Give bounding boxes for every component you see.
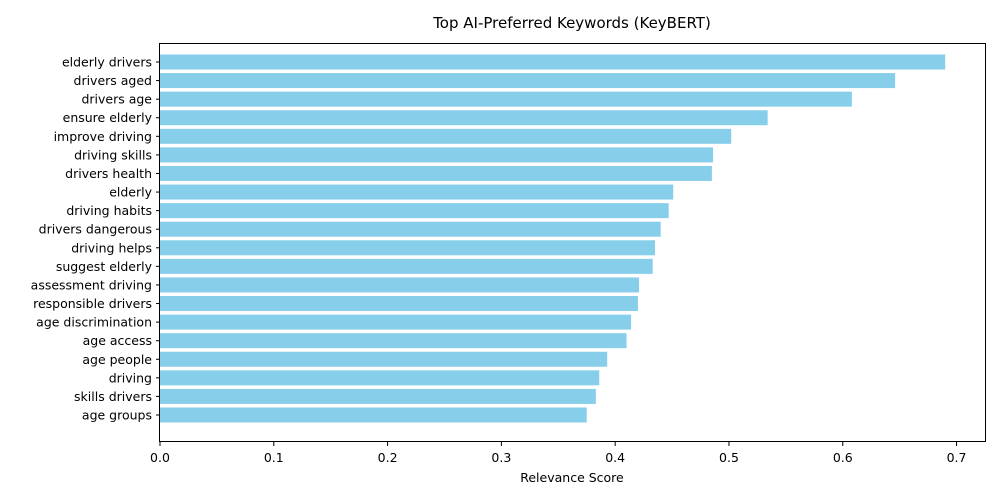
y-tick-label: improve driving (54, 129, 152, 144)
bar (160, 370, 600, 386)
bar (160, 184, 674, 200)
bar (160, 258, 653, 274)
y-tick-label: driving helps (71, 240, 152, 255)
bar (160, 110, 768, 126)
bar (160, 203, 669, 219)
x-axis-label: Relevance Score (520, 470, 624, 485)
x-tick-label: 0.0 (150, 450, 170, 465)
bar (160, 333, 627, 349)
y-tick-label: age access (83, 333, 152, 348)
y-tick-label: elderly (109, 185, 152, 200)
x-tick-label: 0.6 (833, 450, 853, 465)
bars-group (160, 54, 946, 423)
bar (160, 165, 712, 181)
y-tick-label: responsible drivers (33, 296, 152, 311)
y-tick-label: driving (109, 370, 152, 385)
bar (160, 221, 661, 237)
y-tick-label: driving habits (66, 203, 152, 218)
y-tick-label: assessment driving (31, 277, 152, 292)
y-tick-label: suggest elderly (56, 259, 153, 274)
bar (160, 147, 714, 163)
chart-title: Top AI-Preferred Keywords (KeyBERT) (432, 14, 711, 32)
y-tick-label: drivers dangerous (39, 222, 152, 237)
bar (160, 351, 608, 367)
y-tick-label: drivers health (65, 166, 152, 181)
bar (160, 128, 732, 144)
y-tick-label: elderly drivers (62, 55, 152, 70)
plot-frame (159, 43, 986, 442)
bar (160, 91, 852, 107)
bar (160, 407, 587, 423)
bar (160, 388, 596, 404)
y-tick-label: drivers aged (74, 73, 152, 88)
x-tick-label: 0.3 (491, 450, 511, 465)
x-tick-label: 0.1 (264, 450, 284, 465)
bar (160, 296, 638, 312)
y-tick-label: drivers age (81, 92, 152, 107)
x-tick-label: 0.2 (378, 450, 398, 465)
x-ticks: 0.0 0.1 0.2 0.3 0.4 0.5 0.6 0.7 (150, 442, 966, 465)
x-tick-label: 0.5 (719, 450, 739, 465)
x-tick-label: 0.4 (605, 450, 625, 465)
bar (160, 314, 632, 330)
bar (160, 73, 896, 89)
y-tick-label: age groups (82, 408, 152, 423)
bar (160, 240, 655, 256)
y-tick-labels: elderly drivers drivers aged drivers age en… (31, 55, 160, 423)
y-tick-label: age people (82, 352, 152, 367)
y-tick-label: ensure elderly (63, 110, 153, 125)
y-tick-label: driving skills (74, 147, 152, 162)
y-tick-label: age discrimination (36, 315, 152, 330)
bar (160, 277, 640, 293)
bar (160, 54, 946, 70)
y-tick-label: skills drivers (74, 389, 152, 404)
x-tick-label: 0.7 (947, 450, 967, 465)
